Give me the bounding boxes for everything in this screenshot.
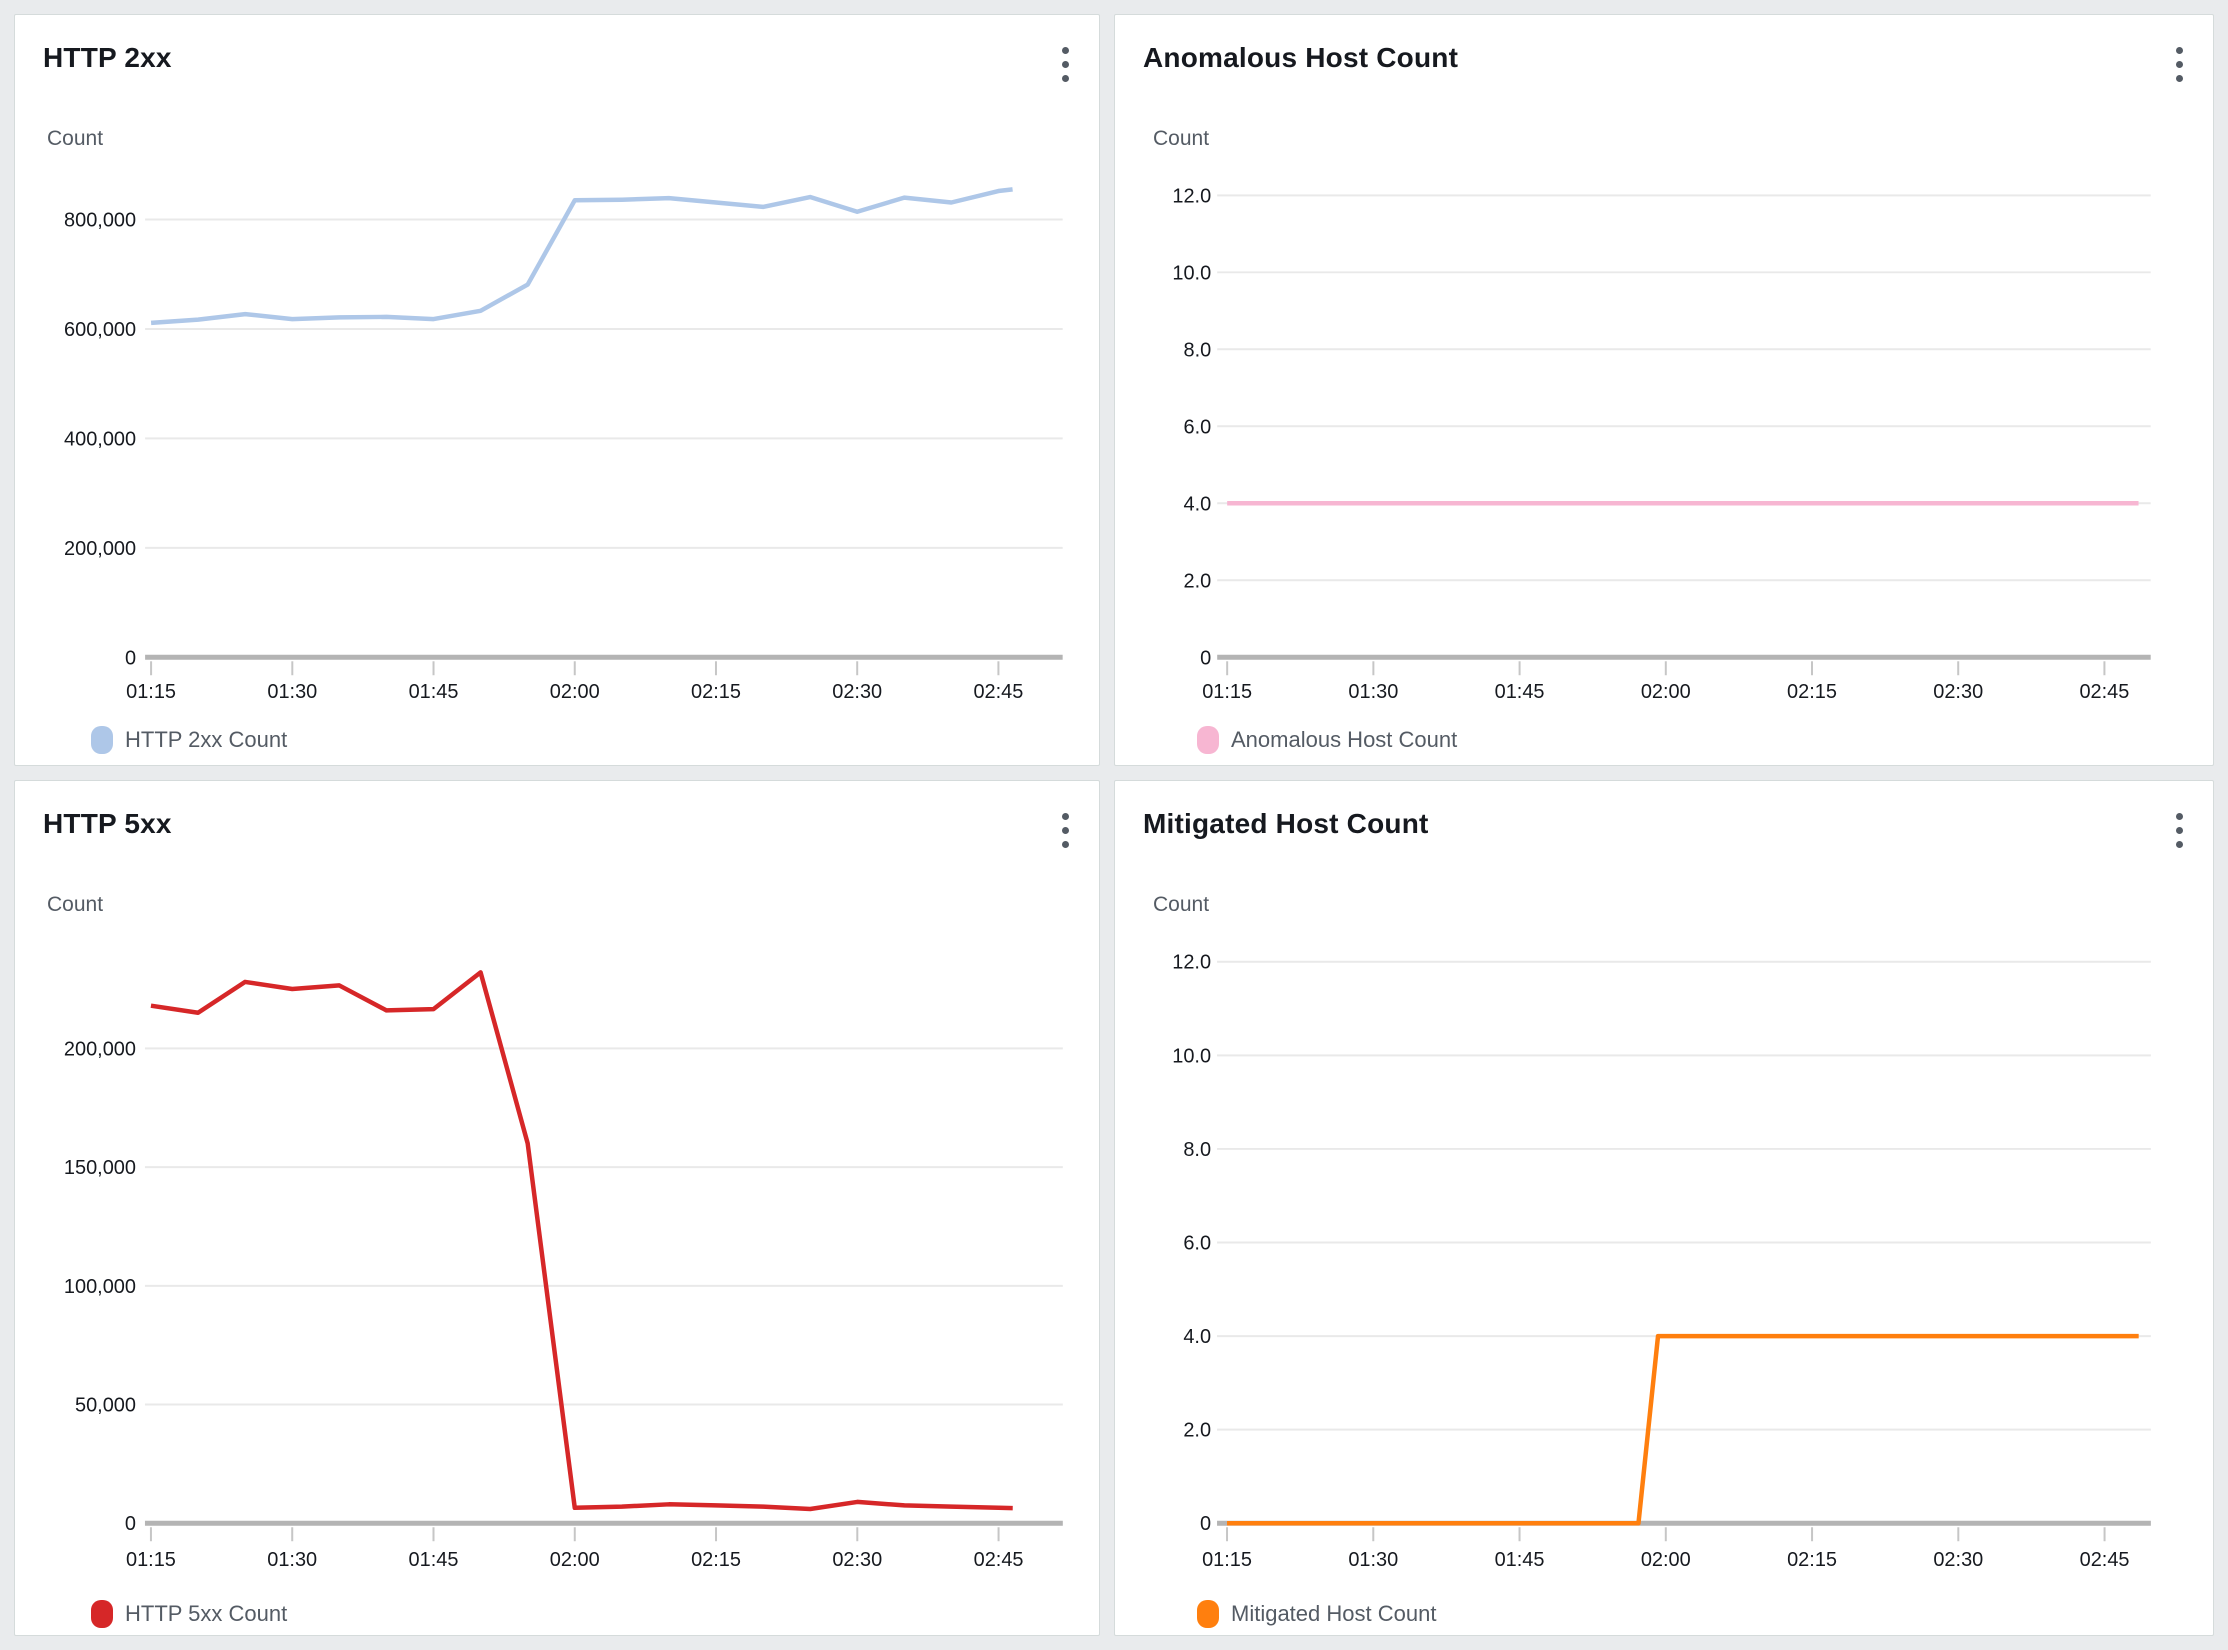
y-axis-label: Count [47, 893, 104, 916]
y-tick-label: 0 [1200, 1513, 1211, 1535]
x-tick-label: 02:30 [1933, 1549, 1983, 1571]
y-axis-label: Count [47, 127, 104, 150]
x-tick-label: 02:15 [1787, 681, 1837, 703]
x-tick-label: 01:30 [1348, 1549, 1398, 1571]
y-tick-label: 10.0 [1172, 262, 1211, 284]
y-tick-label: 800,000 [64, 209, 136, 231]
x-tick-label: 01:45 [409, 1549, 459, 1571]
x-tick-label: 02:30 [832, 681, 882, 703]
series-line [150, 187, 1013, 326]
chart-title: HTTP 2xx [43, 42, 172, 73]
y-tick-label: 10.0 [1172, 1045, 1211, 1067]
kebab-menu-icon[interactable] [2172, 809, 2187, 852]
chart-panel-http-2xx: HTTP 2xx Count 0 200,000 400,000 600,000 800… [14, 14, 1100, 766]
x-tick-label: 02:15 [691, 681, 741, 703]
y-tick-label: 8.0 [1183, 339, 1211, 361]
legend-swatch [91, 726, 113, 754]
x-tick-label: 02:45 [2080, 1549, 2130, 1571]
legend-label: HTTP 2xx Count [125, 727, 288, 752]
y-tick-label: 200,000 [64, 538, 136, 560]
x-tick-label: 02:15 [691, 1549, 741, 1571]
y-tick-label: 2.0 [1183, 570, 1211, 592]
y-tick-label: 4.0 [1183, 493, 1211, 515]
x-tick-label: 01:15 [1202, 1549, 1252, 1571]
line-chart[interactable]: 0 2.0 4.0 6.0 8.0 10.0 12.0 01:15 01:30 01:45 02:0… [1115, 781, 2213, 1635]
kebab-menu-icon[interactable] [1058, 43, 1073, 86]
x-tick-label: 02:00 [1641, 681, 1691, 703]
y-tick-label: 0 [125, 647, 136, 669]
legend-swatch [1197, 1600, 1219, 1628]
x-tick-label: 02:30 [832, 1549, 882, 1571]
x-tick-label: 02:00 [1641, 1549, 1691, 1571]
y-tick-label: 6.0 [1183, 416, 1211, 438]
x-tick-label: 01:15 [126, 1549, 176, 1571]
y-axis-label: Count [1153, 127, 1210, 150]
line-chart[interactable]: 0 2.0 4.0 6.0 8.0 10.0 12.0 01:15 01:30 01:45 02:0… [1115, 15, 2213, 765]
x-tick-label: 01:30 [267, 681, 317, 703]
y-tick-label: 150,000 [64, 1157, 136, 1179]
y-tick-label: 0 [1200, 647, 1211, 669]
kebab-menu-icon[interactable] [1058, 809, 1073, 852]
y-tick-label: 100,000 [64, 1276, 136, 1298]
chart-title: HTTP 5xx [43, 808, 172, 839]
line-chart[interactable]: 0 200,000 400,000 600,000 800,000 01:15 01:30 0… [15, 15, 1099, 765]
legend-label: Mitigated Host Count [1231, 1601, 1437, 1626]
series-line [1227, 1333, 2139, 1526]
legend-item[interactable]: HTTP 2xx Count [91, 726, 287, 754]
y-tick-label: 12.0 [1172, 952, 1211, 974]
legend-swatch [91, 1600, 113, 1628]
legend-swatch [1197, 726, 1219, 754]
y-tick-label: 4.0 [1183, 1326, 1211, 1348]
chart-panel-mitigated-host-count: Mitigated Host Count Count 0 2.0 4.0 6.0 8.0… [1114, 780, 2214, 1636]
y-tick-label: 2.0 [1183, 1420, 1211, 1442]
x-tick-label: 01:30 [267, 1549, 317, 1571]
x-tick-label: 01:45 [1495, 1549, 1545, 1571]
y-tick-label: 50,000 [75, 1395, 136, 1417]
x-tick-label: 01:15 [126, 681, 176, 703]
y-tick-label: 400,000 [64, 428, 136, 450]
x-tick-label: 02:45 [2079, 681, 2129, 703]
x-tick-label: 02:00 [550, 681, 600, 703]
legend-label: Anomalous Host Count [1231, 727, 1458, 752]
series-line [150, 970, 1013, 1512]
legend-item[interactable]: Anomalous Host Count [1197, 726, 1457, 754]
chart-title: Mitigated Host Count [1143, 808, 1429, 839]
line-chart[interactable]: 0 50,000 100,000 150,000 200,000 01:15 01:30 01… [15, 781, 1099, 1635]
x-tick-label: 01:30 [1348, 681, 1398, 703]
x-tick-label: 02:00 [550, 1549, 600, 1571]
y-axis-label: Count [1153, 893, 1210, 916]
x-tick-label: 02:30 [1933, 681, 1983, 703]
y-tick-label: 8.0 [1183, 1139, 1211, 1161]
chart-title: Anomalous Host Count [1143, 42, 1459, 73]
x-tick-label: 01:15 [1202, 681, 1252, 703]
x-tick-label: 01:45 [409, 681, 459, 703]
chart-panel-anomalous-host-count: Anomalous Host Count Count 0 2.0 4.0 6.0 8.0… [1114, 14, 2214, 766]
y-tick-label: 12.0 [1172, 185, 1211, 207]
y-tick-label: 600,000 [64, 319, 136, 341]
y-tick-label: 6.0 [1183, 1233, 1211, 1255]
x-tick-label: 02:45 [974, 1549, 1024, 1571]
x-tick-label: 02:15 [1787, 1549, 1837, 1571]
kebab-menu-icon[interactable] [2172, 43, 2187, 86]
y-tick-label: 200,000 [64, 1038, 136, 1060]
legend-label: HTTP 5xx Count [125, 1601, 288, 1626]
x-tick-label: 01:45 [1495, 681, 1545, 703]
chart-panel-http-5xx: HTTP 5xx Count 0 50,000 100,000 150,000 200,… [14, 780, 1100, 1636]
legend-item[interactable]: Mitigated Host Count [1197, 1600, 1436, 1628]
y-tick-label: 0 [125, 1513, 136, 1535]
x-tick-label: 02:45 [973, 681, 1023, 703]
legend-item[interactable]: HTTP 5xx Count [91, 1600, 287, 1628]
